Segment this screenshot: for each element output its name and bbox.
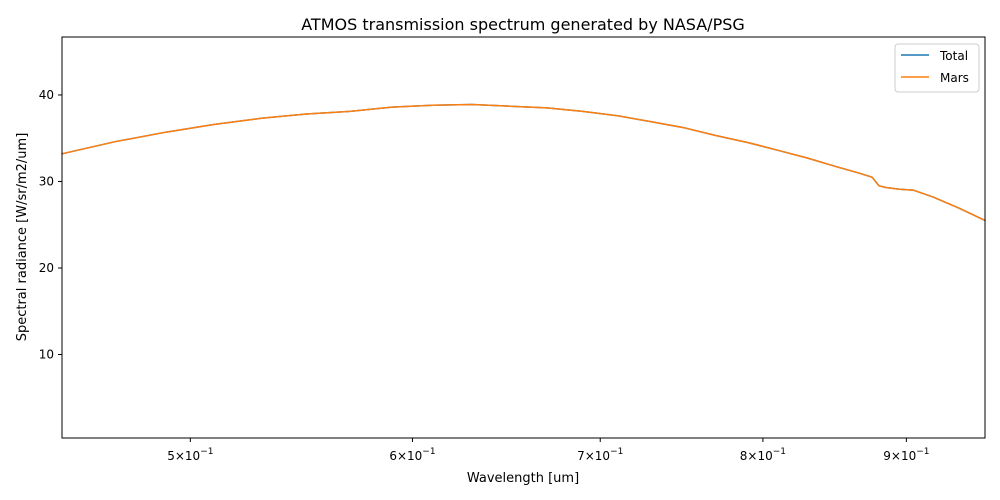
x-tick-exponent: −1: [422, 447, 435, 457]
plot-frame: [61, 36, 986, 439]
plot-area: [62, 37, 985, 438]
series-line-mars: [61, 103, 986, 222]
legend-box: [894, 43, 980, 93]
legend-label-mars: Mars: [940, 71, 969, 85]
x-tick-mantissa: 8×10: [740, 449, 773, 463]
y-tick-label: 10: [39, 348, 54, 362]
chart-title: ATMOS transmission spectrum generated by…: [301, 15, 745, 34]
x-tick-mantissa: 5×10: [167, 449, 200, 463]
x-tick-mantissa: 7×10: [577, 449, 610, 463]
y-axis-label: Spectral radiance [W/sr/m2/um]: [15, 133, 30, 342]
x-tick-label: 9×10−1: [883, 447, 929, 463]
legend: Total Mars: [894, 43, 980, 93]
x-tick-mantissa: 9×10: [883, 449, 916, 463]
x-tick-label: 5×10−1: [167, 447, 213, 463]
x-tick-exponent: −1: [773, 447, 786, 457]
y-tick-label: 40: [39, 88, 54, 102]
x-tick-exponent: −1: [916, 447, 929, 457]
x-axis-label: Wavelength [um]: [467, 471, 579, 486]
x-tick-label: 6×10−1: [389, 447, 435, 463]
x-tick-label: 8×10−1: [740, 447, 786, 463]
x-tick-mantissa: 6×10: [389, 449, 422, 463]
y-tick-label: 30: [39, 174, 54, 188]
y-tick-label: 20: [39, 261, 54, 275]
x-tick-exponent: −1: [200, 447, 213, 457]
x-tick-exponent: −1: [610, 447, 623, 457]
legend-label-total: Total: [939, 49, 968, 63]
x-tick-label: 7×10−1: [577, 447, 623, 463]
